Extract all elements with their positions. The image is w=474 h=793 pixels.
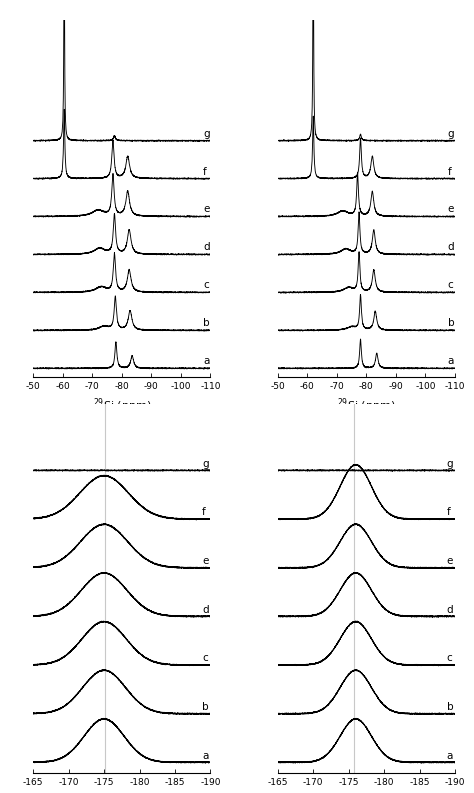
Text: d: d [203,243,210,252]
Text: d: d [447,243,454,252]
Text: c: c [202,653,208,663]
Text: e: e [203,205,210,214]
Text: d: d [447,604,453,615]
Text: c: c [447,653,452,663]
Text: g: g [447,128,454,139]
Text: e: e [202,556,208,566]
Text: g: g [447,458,453,469]
X-axis label: $^{29}$Si (ppm): $^{29}$Si (ppm) [92,396,151,415]
Text: b: b [202,702,209,712]
Text: b: b [203,318,210,328]
Text: g: g [203,128,210,139]
Text: c: c [203,281,209,290]
Text: a: a [203,356,210,366]
Text: c: c [447,281,454,290]
Text: b: b [447,702,453,712]
Text: d: d [202,604,209,615]
Text: b: b [447,318,454,328]
Text: e: e [447,205,454,214]
Text: f: f [447,167,451,177]
Text: g: g [202,458,209,469]
X-axis label: $^{29}$Si (ppm): $^{29}$Si (ppm) [337,396,396,415]
Text: f: f [202,508,206,517]
Text: e: e [447,556,453,566]
Text: f: f [203,167,207,177]
Text: a: a [202,751,208,760]
Text: f: f [447,508,450,517]
Text: a: a [447,751,453,760]
Text: a: a [447,356,454,366]
